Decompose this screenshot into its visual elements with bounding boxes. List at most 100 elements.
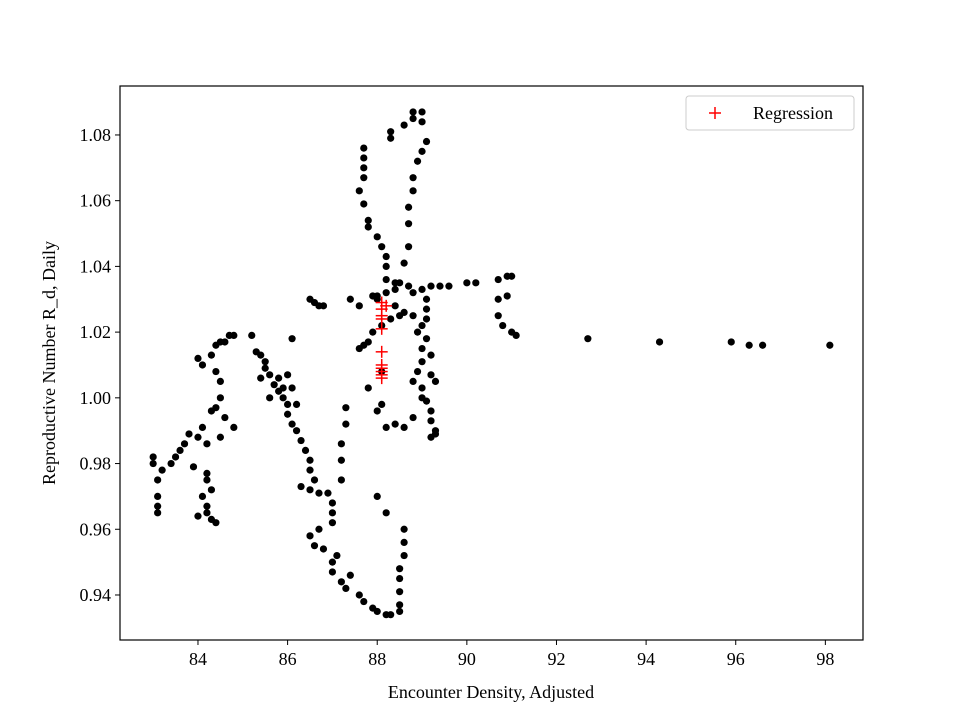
data-point — [391, 279, 399, 287]
data-point — [364, 223, 372, 231]
data-point — [396, 607, 404, 616]
data-point — [306, 532, 314, 540]
data-point — [337, 456, 345, 464]
data-point — [203, 469, 211, 478]
x-tick-label: 96 — [727, 649, 745, 669]
data-point — [727, 338, 735, 346]
data-point — [310, 542, 319, 550]
data-point — [266, 371, 274, 379]
data-point — [194, 433, 202, 441]
data-point — [248, 331, 256, 339]
data-point — [427, 371, 435, 379]
data-point — [400, 538, 408, 547]
data-point — [212, 519, 220, 527]
data-point — [355, 302, 363, 310]
data-point — [198, 492, 207, 501]
y-tick-label: 0.96 — [80, 519, 112, 539]
data-point — [422, 137, 431, 146]
data-point — [387, 134, 395, 142]
data-point — [342, 420, 350, 428]
data-point — [422, 335, 431, 343]
data-point — [382, 423, 390, 432]
data-point — [149, 453, 157, 461]
data-point — [279, 394, 287, 402]
data-point — [396, 312, 404, 320]
data-point — [310, 476, 319, 484]
data-point — [266, 394, 274, 402]
data-point — [328, 509, 337, 517]
legend-label: Regression — [753, 103, 833, 123]
data-point — [413, 157, 422, 165]
data-point — [404, 282, 413, 290]
data-point — [382, 509, 390, 517]
data-point — [180, 440, 189, 448]
data-point — [418, 358, 426, 366]
data-point — [373, 292, 381, 300]
data-point — [337, 440, 345, 448]
data-point — [391, 302, 399, 310]
data-point — [364, 384, 372, 392]
data-point — [342, 404, 350, 412]
data-point — [328, 558, 337, 566]
data-point — [409, 114, 417, 123]
data-point — [154, 502, 162, 510]
data-point — [284, 410, 292, 418]
data-point — [745, 341, 753, 349]
data-point — [297, 482, 305, 491]
data-point — [409, 108, 417, 116]
data-point — [445, 282, 453, 290]
data-point — [418, 394, 426, 402]
data-point — [826, 341, 834, 349]
data-point — [427, 282, 435, 290]
data-point — [154, 509, 162, 517]
legend-box — [685, 95, 855, 131]
data-point — [418, 384, 426, 392]
data-point — [382, 252, 390, 261]
data-point — [396, 601, 404, 609]
data-point — [185, 430, 193, 438]
data-point — [216, 377, 224, 386]
data-point — [194, 512, 202, 520]
data-point — [216, 394, 224, 402]
data-point — [230, 423, 238, 432]
data-point — [373, 407, 381, 415]
data-point — [257, 351, 265, 359]
data-point — [315, 489, 323, 497]
data-point — [422, 295, 431, 303]
data-point — [355, 591, 363, 599]
data-point — [346, 571, 354, 579]
data-point — [418, 321, 426, 330]
data-point — [404, 220, 413, 228]
data-point — [306, 456, 314, 464]
data-point — [306, 466, 314, 474]
data-point — [212, 367, 220, 376]
data-point — [360, 164, 368, 172]
y-tick-label: 1.06 — [80, 191, 112, 211]
data-point — [171, 453, 180, 461]
data-point — [207, 351, 216, 359]
y-tick-label: 0.98 — [80, 454, 112, 474]
data-point — [422, 315, 431, 323]
data-point — [270, 381, 278, 389]
data-point — [404, 243, 413, 251]
data-point — [413, 328, 422, 336]
data-point — [261, 364, 269, 372]
data-point — [400, 423, 408, 432]
data-point — [396, 574, 404, 583]
data-point — [284, 371, 292, 379]
data-point — [396, 588, 404, 596]
data-point — [431, 430, 440, 438]
data-point — [369, 328, 377, 336]
x-tick-label: 92 — [547, 649, 565, 669]
data-point — [375, 372, 388, 385]
data-point — [360, 144, 368, 152]
data-point — [333, 551, 341, 560]
data-point — [427, 351, 435, 359]
data-point — [154, 476, 162, 484]
data-point — [149, 459, 157, 468]
data-point — [584, 335, 592, 343]
data-point — [306, 486, 314, 494]
data-point — [418, 108, 426, 116]
data-point — [288, 335, 296, 343]
data-point — [203, 502, 211, 510]
